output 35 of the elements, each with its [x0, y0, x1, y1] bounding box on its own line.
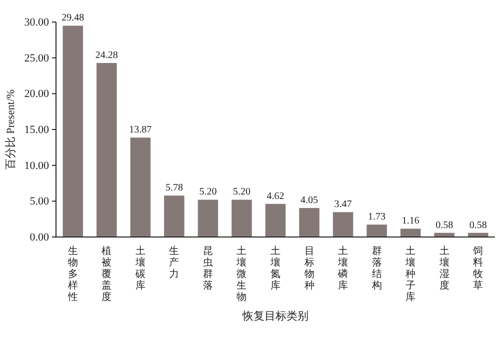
y-tick-label: 30.00 — [24, 16, 50, 28]
data-label: 5.20 — [232, 186, 250, 198]
data-label: 29.48 — [62, 12, 84, 24]
y-tick-label: 20.00 — [24, 88, 50, 100]
y-tick-label: 15.00 — [24, 124, 50, 136]
x-tick-label: 土壤微生物 — [236, 245, 247, 303]
x-axis-title: 恢复目标类别 — [242, 310, 308, 322]
data-label: 3.47 — [334, 199, 352, 210]
x-tick-label: 土壤碳库 — [134, 245, 146, 292]
y-tick-label: 0.00 — [30, 232, 50, 244]
x-tick-label: 目标物种 — [303, 246, 314, 292]
x-tick-label: 植被覆盖度 — [102, 245, 112, 303]
data-label: 4.05 — [300, 194, 318, 206]
data-label: 24.28 — [95, 50, 118, 61]
data-label: 5.20 — [199, 186, 217, 198]
data-label: 0.58 — [436, 220, 454, 231]
x-tick-label: 土壤湿度 — [438, 245, 450, 292]
x-tick-label: 昆虫群落 — [202, 246, 213, 292]
x-tick-label: 饲料牧草 — [472, 246, 484, 292]
data-label: 13.87 — [129, 124, 152, 136]
data-label: 1.73 — [368, 212, 386, 223]
y-tick-label: 5.00 — [30, 196, 50, 208]
x-tick-label: 土壤种子库 — [404, 245, 416, 303]
data-label: 4.62 — [266, 190, 284, 202]
y-axis-title: 百分比 Present/% — [4, 89, 17, 170]
x-tick-label: 生产力 — [169, 245, 180, 280]
x-tick-label: 土壤氮库 — [270, 245, 280, 292]
data-label: 1.16 — [402, 216, 420, 227]
x-tick-label: 土壤磷库 — [337, 245, 348, 292]
y-tick-label: 25.00 — [24, 52, 50, 64]
data-label: 0.58 — [469, 220, 487, 231]
x-tick-label: 群落结构 — [370, 245, 382, 292]
x-tick-label: 生物多样性 — [66, 245, 78, 303]
data-label: 5.78 — [165, 182, 183, 194]
y-tick-label: 10.00 — [24, 160, 50, 172]
